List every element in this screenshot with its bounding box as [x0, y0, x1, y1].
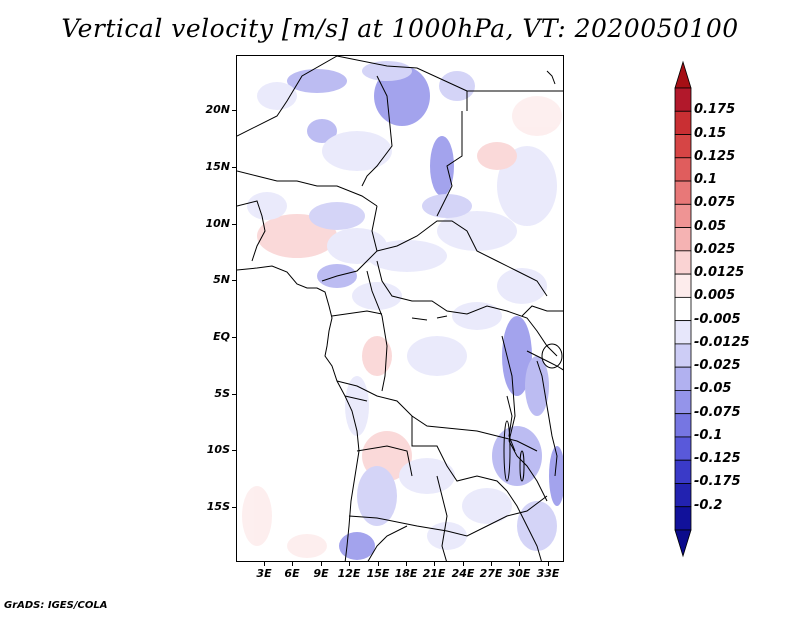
lon-label-9e: 9E	[313, 567, 329, 580]
lat-label-eq: EQ	[213, 330, 230, 343]
lon-label-30e: 30E	[507, 567, 531, 580]
lat-label-10n: 10N	[205, 217, 230, 230]
lon-label-3e: 3E	[256, 567, 272, 580]
lon-tick	[406, 562, 407, 566]
colorbar-label: -0.125	[694, 451, 741, 467]
lon-tick	[292, 562, 293, 566]
colorbar-swatch	[674, 343, 692, 368]
lon-label-24e: 24E	[451, 567, 475, 580]
lat-tick	[232, 507, 236, 508]
colorbar-label: 0.15	[694, 125, 727, 141]
colorbar-label: -0.1	[694, 427, 723, 443]
colorbar-swatch	[674, 273, 692, 298]
colorbar-swatch	[674, 157, 692, 182]
colorbar-label: -0.05	[694, 381, 732, 397]
colorbar-label: -0.005	[694, 311, 741, 327]
colorbar-label: 0.025	[694, 241, 736, 257]
map-plot-area	[236, 55, 564, 562]
lon-tick	[264, 562, 265, 566]
lat-label-5n: 5N	[213, 273, 230, 286]
lat-label-20n: 20N	[205, 103, 230, 116]
lat-label-10s: 10S	[206, 443, 230, 456]
boundaries	[237, 56, 563, 561]
lon-tick	[321, 562, 322, 566]
colorbar-swatch	[674, 296, 692, 322]
colorbar-label: -0.025	[694, 358, 741, 374]
colorbar-arrow-top	[674, 60, 692, 89]
lat-label-5s: 5S	[214, 387, 230, 400]
lon-tick	[378, 562, 379, 566]
lon-label-18e: 18E	[394, 567, 418, 580]
colorbar-swatch	[674, 250, 692, 275]
chart-title: Vertical velocity [m/s] at 1000hPa, VT: …	[61, 14, 739, 43]
colorbar-label: 0.075	[694, 195, 736, 211]
colorbar-label: 0.1	[694, 172, 718, 188]
colorbar-arrow-bottom	[674, 529, 692, 558]
lon-tick	[349, 562, 350, 566]
lon-label-15e: 15E	[366, 567, 390, 580]
colorbar-swatch	[674, 436, 692, 461]
lon-label-6e: 6E	[284, 567, 300, 580]
lat-tick	[232, 394, 236, 395]
lon-label-12e: 12E	[337, 567, 361, 580]
lon-tick	[491, 562, 492, 566]
colorbar-swatch	[674, 87, 692, 112]
lon-tick	[519, 562, 520, 566]
colorbar-swatch	[674, 203, 692, 228]
lon-tick	[463, 562, 464, 566]
lon-label-27e: 27E	[479, 567, 503, 580]
colorbar-swatch	[674, 320, 692, 345]
footer-credit: GrADS: IGES/COLA	[4, 600, 108, 611]
lat-label-15s: 15S	[206, 500, 230, 513]
lat-tick	[232, 167, 236, 168]
colorbar-swatch	[674, 459, 692, 484]
colorbar-swatch	[674, 180, 692, 205]
colorbar-label: -0.2	[694, 497, 723, 513]
lat-tick	[232, 337, 236, 338]
lat-tick	[232, 450, 236, 451]
colorbar-label: 0.125	[694, 148, 736, 164]
lon-tick	[434, 562, 435, 566]
map-svg	[237, 56, 563, 561]
lon-label-33e: 33E	[536, 567, 560, 580]
colorbar-label: 0.005	[694, 288, 736, 304]
lat-tick	[232, 110, 236, 111]
lat-tick	[232, 280, 236, 281]
colorbar-label: -0.075	[694, 404, 741, 420]
lat-tick	[232, 224, 236, 225]
colorbar-label: 0.175	[694, 102, 736, 118]
colorbar-swatch	[674, 227, 692, 252]
colorbar-swatch	[674, 483, 692, 508]
colorbar-label: 0.0125	[694, 265, 745, 281]
colorbar-label: 0.05	[694, 218, 727, 234]
lon-label-21e: 21E	[422, 567, 446, 580]
lat-label-15n: 15N	[205, 160, 230, 173]
colorbar-swatch	[674, 390, 692, 415]
colorbar-label: -0.0125	[694, 334, 750, 350]
colorbar	[674, 60, 692, 558]
colorbar-swatch	[674, 134, 692, 159]
lon-tick	[548, 562, 549, 566]
colorbar-swatch	[674, 110, 692, 135]
field-shading	[242, 61, 563, 560]
colorbar-swatch	[674, 506, 692, 531]
colorbar-swatch	[674, 366, 692, 391]
colorbar-swatch	[674, 413, 692, 438]
colorbar-label: -0.175	[694, 474, 741, 490]
